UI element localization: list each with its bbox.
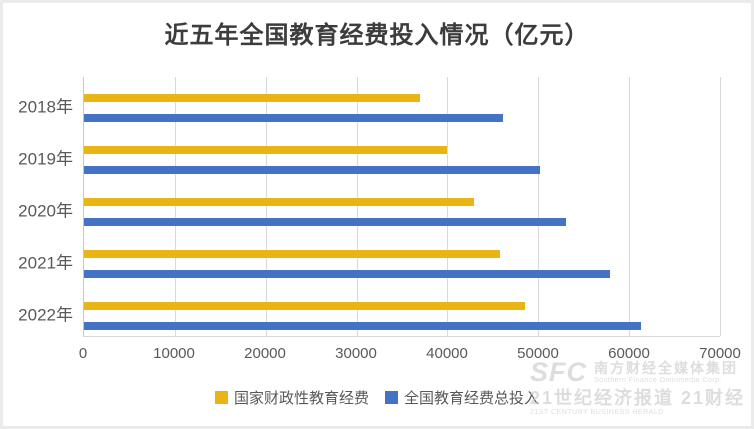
gridline (447, 77, 449, 336)
x-tick-label: 40000 (426, 345, 468, 362)
gridline (720, 77, 721, 336)
x-tick-label: 20000 (244, 345, 286, 362)
x-tick-label: 10000 (153, 345, 195, 362)
plot-area: 2018年 2019年 2020年 2021年 2022年 (18, 77, 721, 337)
chart-rows: 2018年 2019年 2020年 2021年 2022年 (18, 77, 720, 337)
bar-2021年-全国教育经费总投入 (84, 270, 611, 278)
category-label: 2020年 (18, 201, 73, 221)
chart-title: 近五年全国教育经费投入情况（亿元） (164, 20, 590, 49)
bar-2022年-国家财政性教育经费 (84, 302, 525, 310)
gridline (538, 77, 540, 336)
bar-2018年-国家财政性教育经费 (84, 94, 421, 102)
bar-2021年-国家财政性教育经费 (84, 250, 501, 258)
category-label: 2021年 (18, 253, 73, 273)
legend-item: 国家财政性教育经费 (214, 387, 369, 408)
category-label: 2018年 (18, 97, 73, 117)
gridline (174, 77, 176, 336)
gridline (629, 77, 631, 336)
legend-swatch (385, 391, 398, 404)
legend-label: 国家财政性教育经费 (233, 390, 369, 407)
legend-swatch (214, 391, 228, 404)
bar-2018年-全国教育经费总投入 (84, 114, 503, 122)
x-axis: 0 10000 20000 30000 40000 50000 60000 70000 (79, 345, 741, 365)
chart-row: 2019年 (18, 129, 720, 181)
watermark-line2-en: 21ST CENTURY BUSINESS HERALD (529, 409, 664, 416)
bar-2019年-全国教育经费总投入 (84, 166, 541, 174)
legend-item: 全国教育经费总投入 (385, 387, 539, 408)
chart-row: 2018年 (18, 77, 720, 129)
x-tick-label: 60000 (608, 345, 650, 362)
bar-2020年-全国教育经费总投入 (84, 218, 566, 226)
watermark-brand-en: Southern Finance Omnimedia Corp. (593, 377, 723, 384)
gridline (356, 77, 358, 336)
x-tick-label: 50000 (517, 345, 559, 362)
x-tick-label: 30000 (335, 345, 377, 362)
x-tick-label: 0 (78, 345, 88, 362)
legend: 国家财政性教育经费 全国教育经费总投入 (3, 387, 751, 408)
bar-2020年-国家财政性教育经费 (84, 198, 474, 206)
legend-label: 全国教育经费总投入 (404, 390, 540, 407)
category-label: 2019年 (18, 149, 73, 169)
chart-row: 2020年 (18, 181, 720, 233)
chart-row: 2021年 (18, 233, 720, 285)
chart-row: 2022年 (18, 285, 720, 337)
gridline (265, 77, 267, 336)
category-label: 2022年 (18, 305, 73, 325)
bar-2022年-全国教育经费总投入 (84, 322, 641, 330)
bar-2019年-国家财政性教育经费 (84, 146, 448, 154)
x-tick-label: 70000 (699, 345, 741, 362)
